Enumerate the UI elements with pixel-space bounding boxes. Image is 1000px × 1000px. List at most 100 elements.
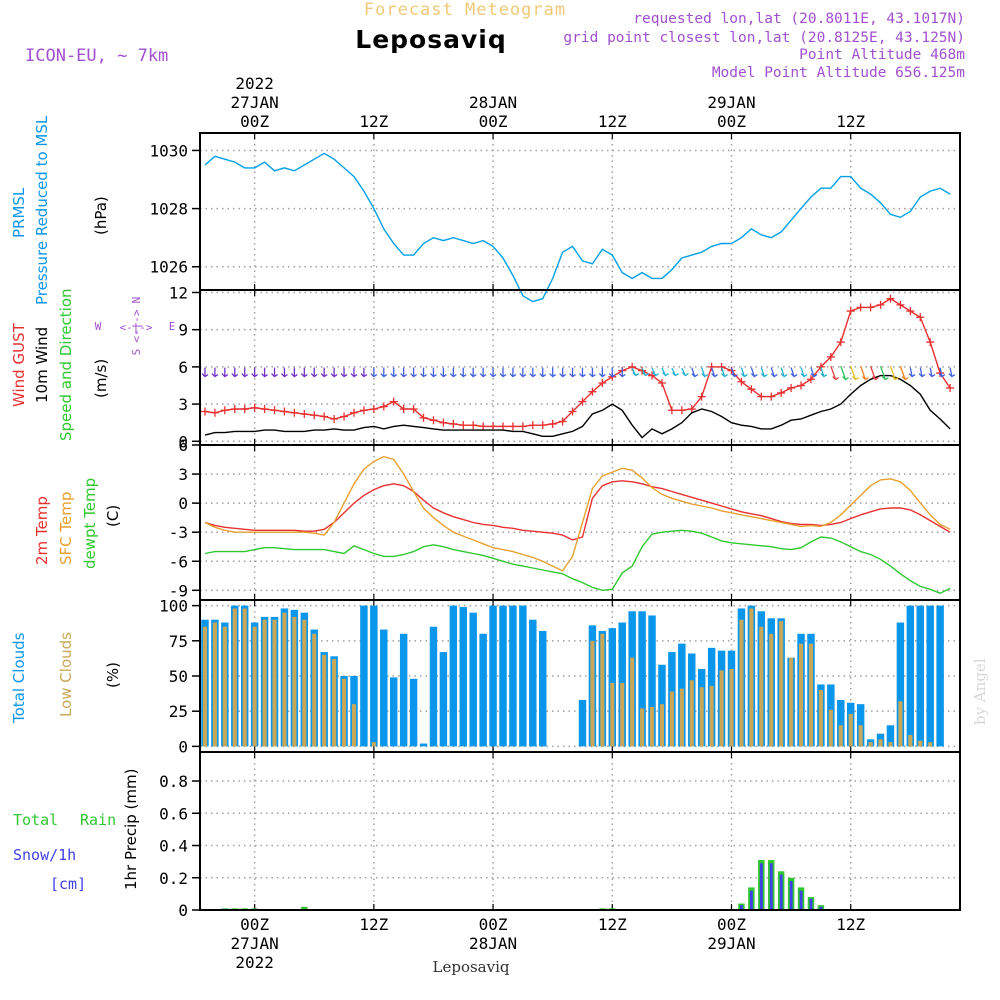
gust-marker: [926, 338, 935, 347]
bar-snow-1h: [789, 880, 793, 910]
bar-total-clouds: [449, 605, 458, 747]
wind-direction-arrow: [271, 367, 278, 378]
bar-total-clouds: [479, 633, 487, 747]
gust-marker: [737, 377, 746, 386]
gust-marker: [439, 418, 448, 427]
bar-low-clouds: [332, 659, 337, 747]
prmsl-label: PRMSL: [10, 187, 28, 238]
y-tick-label: 1026: [149, 258, 188, 277]
gust-marker: [429, 416, 438, 425]
bar-low-clouds: [371, 742, 376, 747]
wind-direction-arrow: [830, 365, 840, 381]
top-time-label: 00Z: [240, 112, 269, 131]
gust-marker: [340, 412, 349, 421]
bar-low-clouds: [808, 643, 814, 747]
y-tick-label: 3: [178, 395, 188, 414]
series-line-wind-gust: [204, 297, 951, 428]
y-tick-label: 9: [178, 321, 188, 340]
gust-marker: [896, 300, 905, 309]
bar-low-clouds: [908, 735, 913, 747]
bottom-time-label: 27JAN: [231, 934, 279, 953]
bar-low-clouds: [918, 740, 923, 747]
bar-total-clouds: [469, 612, 477, 747]
gust-marker: [806, 375, 815, 384]
gust-marker: [369, 405, 378, 414]
bar-low-clouds: [729, 668, 734, 747]
wind-direction-arrow: [760, 367, 768, 378]
wind-labels: Wind GUST 10m Wind Speed and Direction (…: [10, 288, 110, 441]
bar-low-clouds: [292, 616, 297, 747]
bar-snow-1h: [809, 898, 813, 910]
bar-total-clouds: [489, 605, 497, 747]
wind-direction-arrow: [860, 365, 869, 381]
top-time-label: 12Z: [598, 112, 627, 131]
series-line-dewpt-temp: [204, 529, 951, 594]
compass-n: N: [130, 297, 143, 304]
bar-low-clouds: [302, 619, 307, 747]
y-tick-label: 3: [178, 465, 188, 484]
bar-total-clouds: [439, 652, 448, 747]
y-tick-label: 6: [178, 436, 188, 455]
wind-direction-arrow: [499, 367, 507, 378]
panel-4: 0 0.2 0.4 0.6 0.8: [159, 751, 961, 920]
bar-total-clouds: [370, 605, 378, 747]
gust-marker: [359, 406, 368, 415]
2m-temp-label: 2m Temp: [33, 496, 51, 565]
wind-direction-arrow: [608, 367, 616, 378]
bar-low-clouds: [679, 688, 684, 747]
series-line-sfc-temp: [204, 455, 951, 572]
total-clouds-label: Total Clouds: [10, 632, 28, 724]
series-line-10m-wind: [204, 374, 951, 439]
watermark: by Angel: [971, 658, 989, 725]
bar-total-clouds: [499, 605, 507, 747]
gust-marker: [349, 408, 358, 417]
bar-total-clouds: [886, 725, 895, 747]
bottom-time-label: 12Z: [598, 915, 627, 934]
gust-marker: [747, 385, 756, 394]
y-tick-label: 1028: [149, 200, 188, 219]
gust-marker: [598, 379, 607, 387]
panel-frame: [199, 751, 961, 911]
model-point-altitude: Model Point Altitude 656.125m: [712, 65, 965, 81]
bar-low-clouds: [252, 626, 257, 747]
gust-marker: [588, 387, 597, 396]
gust-marker: [220, 406, 229, 415]
bar-low-clouds: [649, 706, 655, 747]
gust-marker: [518, 422, 527, 431]
wind-direction-arrow: [430, 367, 437, 378]
point-altitude: Point Altitude 468m: [799, 47, 965, 63]
gust-marker: [717, 362, 726, 371]
bar-total-clouds: [539, 630, 547, 747]
bar-snow-1h: [779, 874, 783, 910]
cloud-labels: Total Clouds Low Clouds (%): [10, 632, 122, 724]
bar-total-clouds: [638, 611, 646, 747]
gust-marker: [707, 362, 716, 371]
gust-marker: [459, 421, 468, 430]
gust-marker: [846, 307, 855, 316]
grid-point-coords: grid point closest lon,lat (20.8125E, 43…: [563, 30, 965, 46]
gust-marker: [379, 402, 388, 411]
y-tick-label: 1030: [149, 141, 188, 160]
gust-marker: [469, 421, 478, 430]
bottom-time-label: 2022: [235, 953, 274, 972]
bar-total-clouds: [529, 619, 537, 747]
wind-direction-arrow: [701, 367, 709, 378]
gust-marker: [836, 338, 845, 347]
y-tick-label: 12: [169, 283, 188, 302]
wind-direction-arrow: [889, 365, 899, 381]
bar-low-clouds: [600, 633, 605, 747]
wind-direction-arrow: [350, 367, 358, 378]
gust-marker: [866, 303, 875, 312]
wind-gust-label: Wind GUST: [10, 322, 28, 407]
gust-marker: [946, 383, 955, 392]
wind-direction-arrow: [879, 365, 889, 381]
bottom-time-label: 29JAN: [707, 934, 755, 953]
gust-marker: [250, 403, 259, 412]
gust-marker: [320, 412, 329, 421]
wind-direction-arrow: [519, 367, 527, 378]
gust-marker: [499, 422, 508, 431]
compass-w: W: [95, 320, 102, 333]
c-unit-label: (C): [104, 505, 122, 527]
location-title: Leposaviq: [355, 25, 506, 54]
wind-direction-arrow: [938, 367, 946, 378]
